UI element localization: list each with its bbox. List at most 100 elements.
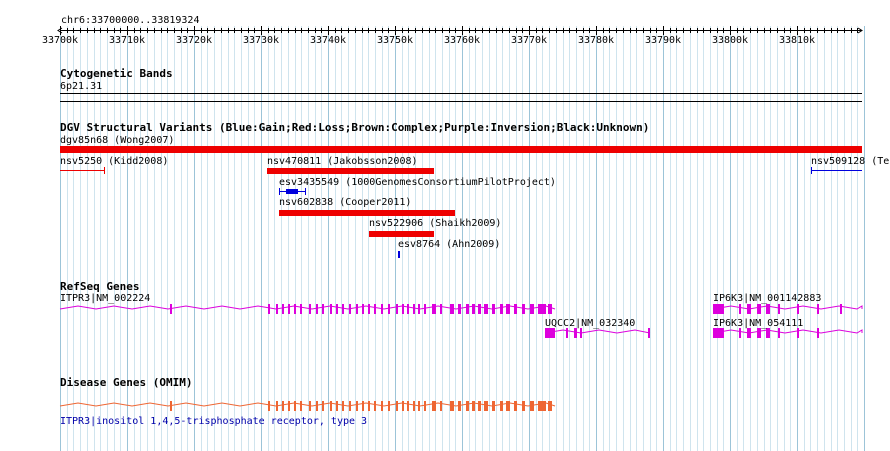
ruler-tick-label: 33720k xyxy=(175,35,213,46)
gene-itpr3-exon xyxy=(342,304,344,314)
variant-bar-dgv85n68 xyxy=(60,146,862,153)
gene-itpr3-exon xyxy=(396,304,398,314)
omim-itpr3-exon xyxy=(424,401,426,411)
gene-ip6k3-b-exon xyxy=(713,328,724,338)
ruler-tick-label: 33780k xyxy=(577,35,615,46)
gene-label[interactable]: IP6K3|NM_054111 xyxy=(713,318,804,329)
ruler-tick-label: 33740k xyxy=(309,35,347,46)
gene-ip6k3-a-exon xyxy=(713,304,724,314)
omim-itpr3-exon xyxy=(506,401,510,411)
gene-ip6k3-a-exon xyxy=(757,304,761,314)
omim-gene-label[interactable]: ITPR3|inositol 1,4,5-trisphosphate recep… xyxy=(60,416,368,427)
ruler-tick-label: 33760k xyxy=(443,35,481,46)
gene-itpr3-exon xyxy=(407,304,409,314)
ruler-tick-label: 33790k xyxy=(644,35,682,46)
ruler-tick-label: 33710k xyxy=(108,35,146,46)
omim-itpr3-exon xyxy=(538,401,546,411)
omim-itpr3-exon xyxy=(388,401,390,411)
omim-itpr3-exon xyxy=(396,401,398,411)
gene-ip6k3-a-introns xyxy=(712,305,863,310)
variant-label[interactable]: esv3435549 (1000GenomesConsortiumPilotPr… xyxy=(279,177,556,188)
gene-ip6k3-b-exon xyxy=(797,328,799,338)
ruler-tick-label: 33730k xyxy=(242,35,280,46)
gene-itpr3-exon xyxy=(484,304,488,314)
gene-label[interactable]: IP6K3|NM_001142883 xyxy=(713,293,822,304)
cytoband-label: 6p21.31 xyxy=(60,81,103,92)
omim-itpr3-exon xyxy=(288,401,290,411)
omim-itpr3-exon xyxy=(472,401,475,411)
omim-itpr3-exon xyxy=(336,401,338,411)
omim-itpr3-exon xyxy=(362,401,364,411)
gene-itpr3-exon xyxy=(288,304,290,314)
gene-uqcc2-exon xyxy=(648,328,650,338)
cytoband-track-title[interactable]: Cytogenetic Bands xyxy=(60,67,173,80)
gene-itpr3-exon xyxy=(530,304,534,314)
gene-itpr3-exon xyxy=(500,304,503,314)
gene-itpr3-exon xyxy=(300,304,302,314)
omim-itpr3-exon xyxy=(316,401,318,411)
gene-itpr3-exon xyxy=(424,304,426,314)
variant-label[interactable]: esv8764 (Ahn2009) xyxy=(398,239,501,250)
gene-itpr3-exon xyxy=(450,304,454,314)
omim-itpr3-exon xyxy=(300,401,302,411)
gene-ip6k3-a-exon xyxy=(766,304,770,314)
dgv-track-title[interactable]: DGV Structural Variants (Blue:Gain;Red:L… xyxy=(60,121,650,134)
omim-track-title[interactable]: Disease Genes (OMIM) xyxy=(60,376,193,389)
gene-uqcc2-introns xyxy=(544,329,651,334)
omim-itpr3-exon xyxy=(484,401,488,411)
gene-itpr3-exon xyxy=(440,304,442,314)
variant-bar-esv8764 xyxy=(398,251,400,258)
omim-itpr3-exon xyxy=(368,401,370,411)
variant-label[interactable]: nsv470811 (Jakobsson2008) xyxy=(267,156,418,167)
variant-label[interactable]: nsv602838 (Cooper2011) xyxy=(279,197,412,208)
omim-itpr3-exon xyxy=(402,401,404,411)
gene-uqcc2-exon xyxy=(580,328,582,338)
omim-itpr3-exon xyxy=(294,401,296,411)
gene-ip6k3-a-exon xyxy=(747,304,751,314)
variant-label[interactable]: nsv509128 (Te xyxy=(811,156,890,167)
gene-itpr3-exon xyxy=(294,304,296,314)
ruler-tick-label: 33810k xyxy=(778,35,816,46)
omim-itpr3-exon xyxy=(492,401,495,411)
gene-itpr3-exon xyxy=(276,304,278,314)
omim-itpr3-exon xyxy=(282,401,284,411)
ruler-tick-label: 33770k xyxy=(510,35,548,46)
omim-itpr3-exon xyxy=(530,401,534,411)
omim-itpr3-exon xyxy=(466,401,469,411)
ruler-tick-label: 33750k xyxy=(376,35,414,46)
gene-itpr3-exon xyxy=(472,304,475,314)
gene-itpr3-exon xyxy=(170,304,172,314)
omim-itpr3-exon xyxy=(349,401,351,411)
gene-itpr3-exon xyxy=(478,304,481,314)
omim-itpr3-exon xyxy=(276,401,278,411)
gene-itpr3-exon xyxy=(458,304,461,314)
omim-itpr3-exon xyxy=(478,401,481,411)
variant-label[interactable]: nsv5250 (Kidd2008) xyxy=(60,156,169,167)
gene-itpr3-exon xyxy=(522,304,525,314)
variant-label[interactable]: dgv85n68 (Wong2007) xyxy=(60,135,175,146)
gene-itpr3-exon xyxy=(514,304,517,314)
omim-itpr3-exon xyxy=(309,401,311,411)
omim-itpr3-exon xyxy=(170,401,172,411)
omim-itpr3-exon xyxy=(374,401,376,411)
gene-itpr3-exon xyxy=(336,304,338,314)
gene-itpr3-exon xyxy=(368,304,370,314)
gene-ip6k3-b-introns xyxy=(712,329,863,334)
gene-label[interactable]: UQCC2|NM_032340 xyxy=(545,318,636,329)
omim-itpr3-exon xyxy=(458,401,461,411)
gene-label[interactable]: ITPR3|NM_002224 xyxy=(60,293,151,304)
gene-itpr3-exon xyxy=(492,304,495,314)
gene-uqcc2-exon xyxy=(545,328,555,338)
gene-itpr3-exon xyxy=(374,304,376,314)
refseq-track-title[interactable]: RefSeq Genes xyxy=(60,280,140,293)
gene-itpr3-exon xyxy=(349,304,351,314)
variant-bar-nsv602838 xyxy=(279,210,455,216)
gene-uqcc2-exon xyxy=(566,328,568,338)
gene-itpr3-exon xyxy=(322,304,324,314)
gene-ip6k3-a-exon xyxy=(817,304,819,314)
variant-label[interactable]: nsv522906 (Shaikh2009) xyxy=(369,218,502,229)
gene-itpr3-exon xyxy=(330,304,332,314)
gene-itpr3-exon xyxy=(538,304,546,314)
omim-itpr3-exon xyxy=(413,401,415,411)
